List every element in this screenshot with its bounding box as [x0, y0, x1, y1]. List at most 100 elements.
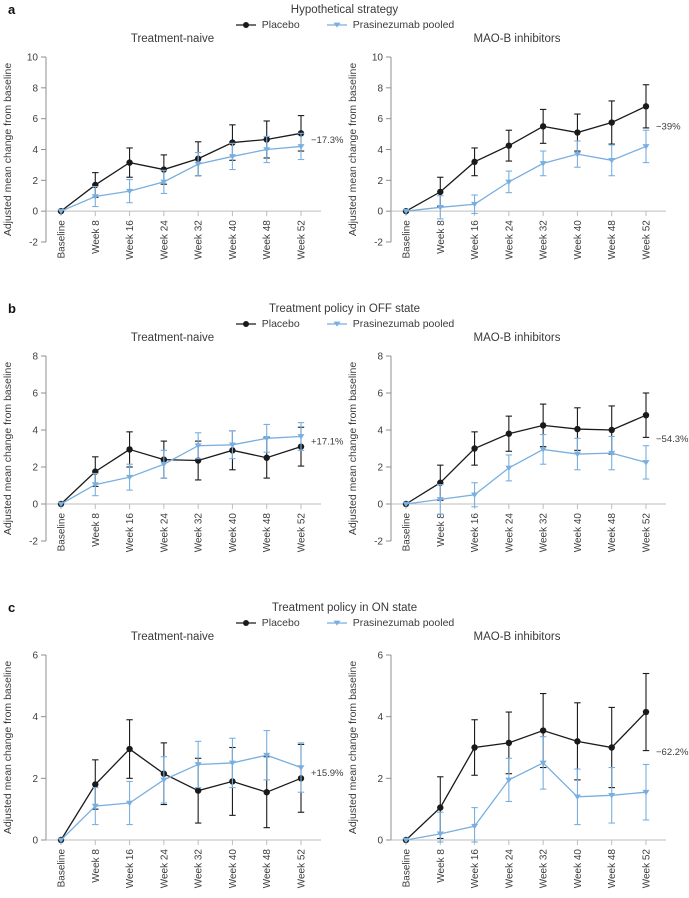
- chart-svg-a-maob-inhibitors: 10 8 6 4 2 0 -2 Adjusted mean change from basel…: [347, 53, 681, 260]
- data-point: [436, 497, 444, 503]
- y-axis: 8 6 4 2 0 -2: [374, 352, 392, 548]
- chart-a-maob-inhibitors: MAO-B inhibitors 10 8 6 4 2 0 -2 Adjusted mean …: [345, 32, 689, 299]
- data-point: [57, 208, 65, 215]
- chart-c-maob-inhibitors: MAO-B inhibitors 6 4 2 0 Adjusted mean chang…: [345, 630, 689, 897]
- data-point: [573, 794, 581, 801]
- data-point: [539, 123, 547, 130]
- panel-c-charts: Treatment-naive 6 4 2 0 Adjusted mean change…: [0, 630, 689, 897]
- x-tick-label: Week 8: [436, 849, 447, 883]
- data-point: [539, 727, 547, 734]
- x-tick-label: Week 52: [642, 220, 653, 260]
- series-prasinezumab-pooled: [57, 729, 305, 844]
- panel-label-c: c: [8, 600, 16, 615]
- x-tick-label: Week 24: [504, 513, 515, 553]
- y-axis-label: Adjusted mean change from baseline: [347, 661, 359, 835]
- data-point: [539, 161, 547, 167]
- y-tick-label: 6: [32, 651, 38, 662]
- data-point: [228, 760, 236, 767]
- x-axis: Baseline Week 8 Week 16 Week 24 Week 32 Week …: [46, 839, 321, 888]
- chart-subtitle: MAO-B inhibitors: [473, 631, 561, 643]
- y-tick-label: 10: [27, 53, 39, 64]
- x-axis: Baseline Week 8 Week 16 Week 24 Week 32 Week …: [391, 210, 666, 260]
- legend-item-placebo: Placebo: [235, 19, 300, 31]
- data-point: [573, 151, 581, 158]
- data-point: [402, 208, 410, 215]
- y-tick-label: -2: [374, 238, 383, 249]
- y-axis: 10 8 6 4 2 0 -2: [27, 53, 47, 249]
- x-tick-label: Week 40: [228, 220, 239, 260]
- annotation-label: +17.1%: [311, 437, 344, 448]
- series-placebo: [402, 84, 650, 215]
- data-point: [160, 179, 168, 186]
- x-tick-label: Week 52: [297, 220, 308, 260]
- x-tick-label: Week 32: [194, 220, 205, 260]
- y-tick-label: 6: [377, 651, 383, 662]
- legend-item-placebo: Placebo: [235, 617, 300, 629]
- data-point: [505, 430, 513, 437]
- data-point: [539, 422, 547, 429]
- data-point: [505, 179, 513, 186]
- x-tick-label: Week 48: [607, 220, 618, 260]
- annotation-label: −62.2%: [656, 747, 689, 758]
- x-tick-label: Week 32: [539, 220, 550, 260]
- chart-svg-a-treatment-naive: 10 8 6 4 2 0 -2 Adjusted mean change from basel…: [2, 53, 344, 260]
- data-point: [263, 147, 271, 153]
- y-axis-label: Adjusted mean change from baseline: [2, 362, 14, 536]
- panel-a-header: Hypothetical strategy Placebo Prasinezum…: [0, 3, 689, 32]
- x-tick-label: Week 40: [228, 513, 239, 553]
- panel-a-charts: Treatment-naive 10 8 6 4 2 0 -2 Adjusted mean c…: [0, 32, 689, 299]
- chart-subtitle: Treatment-naive: [130, 631, 215, 643]
- chart-svg-c-treatment-naive: 6 4 2 0 Adjusted mean change from baseline Ba…: [2, 651, 344, 889]
- legend-item-prasinezumab: Prasinezumab pooled: [326, 317, 455, 330]
- y-tick-label: 6: [32, 389, 38, 400]
- panel-a: a Hypothetical strategy Placebo Prasine: [0, 0, 689, 299]
- data-point: [437, 804, 444, 811]
- x-tick-label: Baseline: [402, 513, 413, 552]
- x-tick-label: Week 32: [539, 513, 550, 553]
- y-tick-label: 4: [377, 712, 383, 723]
- y-axis-label: Adjusted mean change from baseline: [2, 63, 14, 237]
- y-tick-label: 0: [32, 500, 38, 511]
- chart-subtitle: Treatment-naive: [130, 332, 215, 344]
- data-point: [574, 129, 581, 136]
- legend-label-prasinezumab: Prasinezumab pooled: [352, 18, 455, 31]
- data-point: [642, 412, 650, 419]
- y-tick-label: 0: [32, 836, 38, 847]
- data-point: [194, 787, 202, 794]
- data-point: [263, 436, 271, 442]
- y-axis: 8 6 4 2 0 -2: [29, 352, 47, 548]
- prasinezumab-marker-icon: [326, 22, 347, 28]
- data-point: [194, 762, 202, 768]
- data-point: [126, 745, 133, 753]
- data-point: [229, 139, 236, 146]
- x-tick-label: Week 40: [573, 849, 584, 889]
- chart-b-maob-inhibitors: MAO-B inhibitors 8 6 4 2 0 -2 Adjusted mean ch…: [345, 331, 689, 598]
- y-tick-label: 2: [32, 176, 38, 187]
- x-tick-label: Week 24: [159, 513, 170, 553]
- series-prasinezumab-pooled: [57, 132, 305, 215]
- data-point: [471, 823, 479, 830]
- chart-b-treatment-naive: Treatment-naive 8 6 4 2 0 -2 Adjusted mean cha…: [0, 331, 345, 598]
- x-tick-label: Baseline: [402, 220, 413, 259]
- panel-c-title: Treatment policy in ON state: [271, 602, 418, 614]
- y-tick-label: 0: [32, 207, 38, 218]
- chart-svg-c-maob-inhibitors: 6 4 2 0 Adjusted mean change from baseline Ba…: [347, 651, 689, 889]
- chart-c-treatment-naive: Treatment-naive 6 4 2 0 Adjusted mean change…: [0, 630, 345, 897]
- y-tick-label: 2: [377, 463, 383, 474]
- data-point: [608, 744, 615, 751]
- x-tick-label: Baseline: [57, 220, 68, 259]
- y-axis: 6 4 2 0: [377, 651, 392, 847]
- y-axis-label: Adjusted mean change from baseline: [2, 661, 14, 835]
- x-tick-label: Baseline: [402, 849, 413, 888]
- legend-label-prasinezumab: Prasinezumab pooled: [352, 317, 455, 330]
- y-tick-label: -2: [374, 537, 383, 548]
- y-tick-label: 4: [32, 426, 38, 437]
- y-tick-label: 6: [377, 389, 383, 400]
- panel-b-title: Treatment policy in OFF state: [268, 303, 421, 315]
- data-point: [437, 188, 444, 196]
- legend-item-placebo: Placebo: [235, 318, 300, 330]
- x-axis: Baseline Week 8 Week 16 Week 24 Week 32 Week …: [46, 503, 321, 553]
- data-point: [574, 425, 581, 433]
- panel-c: c Treatment policy in ON state Placebo: [0, 598, 689, 897]
- placebo-marker-icon: [235, 619, 256, 626]
